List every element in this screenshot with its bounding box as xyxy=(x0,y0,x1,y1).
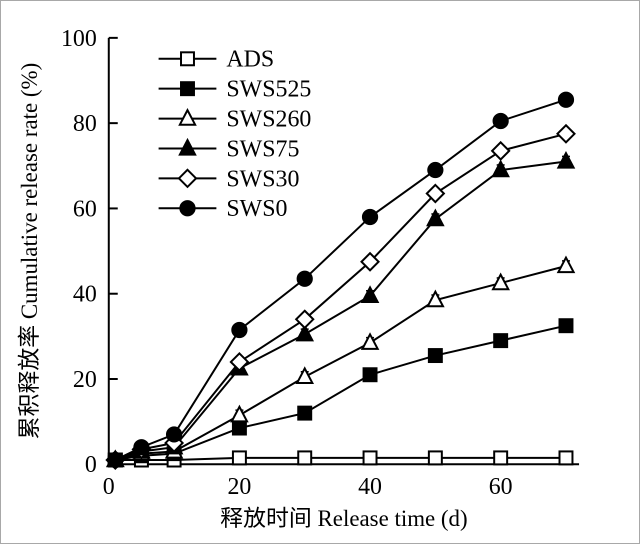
data-point-SWS525 xyxy=(427,348,443,364)
data-point-ADS xyxy=(493,450,509,466)
y-tick-label: 0 xyxy=(85,452,97,478)
data-point-SWS30 xyxy=(229,351,250,372)
x-tick-label: 0 xyxy=(103,474,115,500)
legend-label: SWS525 xyxy=(226,77,311,103)
data-point-SWS525 xyxy=(493,333,509,349)
series-SWS0 xyxy=(107,91,575,469)
x-tick-label: 60 xyxy=(489,474,513,500)
x-axis-label: 释放时间 Release time (d) xyxy=(220,506,467,531)
data-point-ADS xyxy=(231,450,247,466)
x-tick-label: 20 xyxy=(227,474,251,500)
data-point-SWS75 xyxy=(426,208,445,227)
data-point-SWS30 xyxy=(556,123,576,144)
legend-marker-triangle-filled xyxy=(178,137,197,156)
data-point-SWS0 xyxy=(427,161,444,179)
legend-marker-triangle-open xyxy=(178,108,197,126)
data-point-SWS30 xyxy=(360,251,380,272)
series-SWS30 xyxy=(105,123,576,470)
data-point-SWS260 xyxy=(426,289,445,308)
legend-marker-square-open xyxy=(180,51,195,67)
data-point-SWS0 xyxy=(492,112,509,130)
data-point-ADS xyxy=(297,450,313,466)
data-point-SWS0 xyxy=(361,208,379,226)
data-point-SWS525 xyxy=(231,420,247,436)
data-point-SWS525 xyxy=(297,405,313,421)
legend-item-SWS30: SWS30 xyxy=(158,166,299,192)
legend-marker-square-filled xyxy=(180,81,195,97)
data-point-SWS0 xyxy=(165,426,183,443)
axes-frame xyxy=(107,37,580,466)
y-tick-label: 60 xyxy=(73,196,97,222)
data-point-SWS75 xyxy=(360,285,380,304)
legend-marker-circle-filled xyxy=(179,200,196,217)
legend: ADS SWS525 SWS260 SWS75 SWS30 SWS0 xyxy=(158,47,311,222)
chart-plot-area: 0 20 40 60 80 100 0 20 40 60 ADS SWS525 SWS260 SWS75 S… xyxy=(61,26,580,500)
y-tick-label: 80 xyxy=(73,111,97,137)
data-point-SWS0 xyxy=(133,439,150,456)
data-point-SWS30 xyxy=(294,309,315,330)
legend-label: ADS xyxy=(226,47,274,73)
legend-item-SWS75: SWS75 xyxy=(158,136,299,162)
data-point-SWS260 xyxy=(556,255,576,274)
data-point-SWS0 xyxy=(557,91,575,108)
legend-label: SWS75 xyxy=(226,136,299,162)
data-point-SWS75 xyxy=(491,159,510,178)
legend-item-SWS0: SWS0 xyxy=(158,196,288,222)
data-point-SWS260 xyxy=(360,332,380,350)
data-point-SWS260 xyxy=(491,272,510,291)
x-tick-label: 40 xyxy=(358,474,382,500)
data-point-SWS525 xyxy=(558,318,574,334)
series-SWS75 xyxy=(106,150,576,468)
legend-item-SWS525: SWS525 xyxy=(158,77,311,103)
data-point-SWS75 xyxy=(295,323,315,342)
data-point-SWS75 xyxy=(556,150,576,169)
data-point-ADS xyxy=(427,450,443,466)
data-point-SWS30 xyxy=(425,183,446,204)
y-axis-label: 累积释放率 Cumulative release rate (%) xyxy=(17,63,42,440)
data-point-SWS260 xyxy=(230,404,249,423)
legend-item-SWS260: SWS260 xyxy=(158,107,311,133)
data-point-SWS0 xyxy=(296,270,313,287)
data-point-SWS525 xyxy=(362,367,378,383)
data-point-SWS30 xyxy=(490,140,511,161)
y-tick-label: 20 xyxy=(73,367,97,393)
data-point-SWS0 xyxy=(107,451,124,469)
data-point-ADS xyxy=(558,450,574,466)
data-point-SWS0 xyxy=(231,321,248,339)
data-point-SWS260 xyxy=(295,366,315,385)
legend-marker-diamond-open xyxy=(177,168,198,189)
y-tick-label: 100 xyxy=(61,26,97,52)
data-point-ADS xyxy=(362,450,378,466)
legend-label: SWS260 xyxy=(226,107,311,133)
legend-label: SWS0 xyxy=(226,196,287,222)
y-tick-label: 40 xyxy=(73,282,97,308)
legend-item-ADS: ADS xyxy=(158,47,274,73)
legend-label: SWS30 xyxy=(226,166,299,192)
